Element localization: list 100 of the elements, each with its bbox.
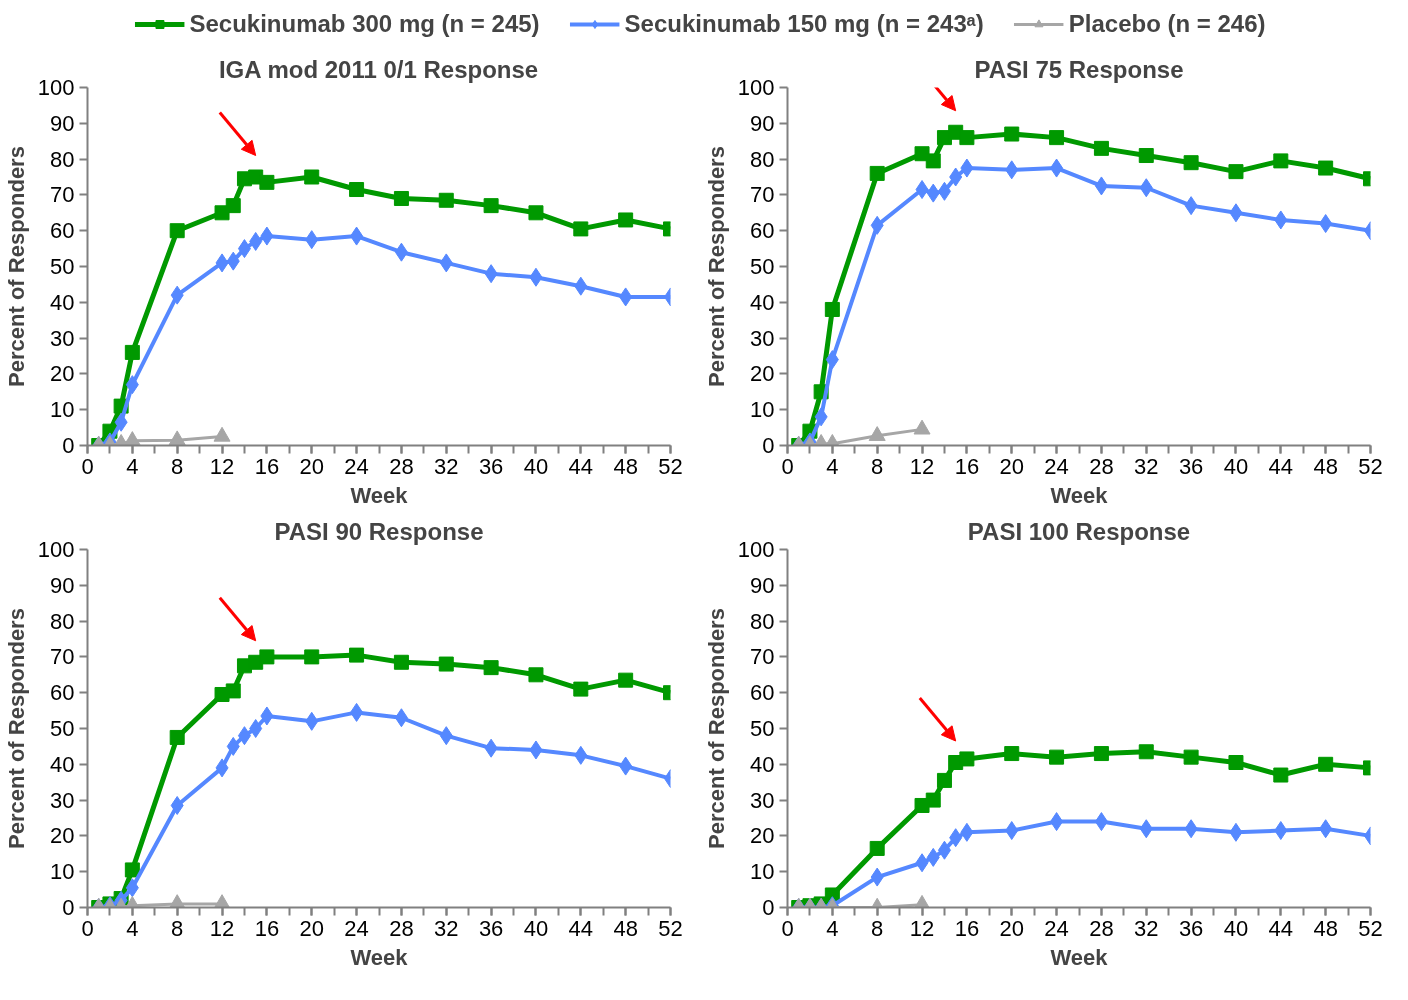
y-tick-label: 30 [50,787,75,813]
y-tick-label: 20 [750,823,775,849]
x-tick-label: 28 [1089,915,1114,941]
y-tick-label: 20 [50,361,75,387]
x-tick-label: 32 [1134,915,1159,941]
x-tick-label: 48 [1313,915,1338,941]
x-tick-label: 0 [781,915,794,941]
y-tick-label: 10 [50,397,75,423]
x-tick-label: 48 [1313,453,1338,479]
x-tick-label: 16 [254,915,280,941]
y-tick-label: 30 [50,325,75,351]
x-tick-label: 16 [254,453,280,479]
y-tick-label: 100 [37,537,75,562]
x-tick-label: 32 [1134,453,1159,479]
x-tick-label: 40 [1223,915,1249,941]
x-tick-label: 24 [344,453,369,479]
y-tick-label: 10 [750,397,775,423]
x-tick-label: 0 [781,453,794,479]
x-tick-label: 44 [1268,453,1294,479]
x-tick-label: 8 [171,915,184,941]
x-tick-label: 4 [826,915,839,941]
x-tick-label: 28 [389,915,414,941]
y-tick-label: 80 [750,608,775,634]
y-tick-label: 40 [750,289,775,315]
y-tick-label: 10 [750,859,775,885]
x-tick-label: 0 [81,453,94,479]
x-tick-label: 36 [478,915,504,941]
y-tick-label: 10 [50,859,75,885]
x-tick-label: 20 [299,915,324,941]
x-tick-label: 8 [871,915,884,941]
x-tick-label: 52 [1358,453,1383,479]
y-tick-label: 20 [750,361,775,387]
y-tick-label: 0 [762,895,775,920]
x-tick-label: 12 [909,453,935,479]
y-tick-label: 70 [750,644,775,670]
y-tick-label: 70 [50,182,75,208]
legend-label: Placebo (n = 246) [1068,10,1266,38]
y-tick-label: 40 [750,751,775,777]
chart-title: PASI 100 Response [967,517,1191,545]
x-tick-label: 52 [658,915,683,941]
x-tick-label: 36 [478,453,504,479]
y-tick-label: 60 [750,218,775,244]
y-tick-label: 70 [50,644,75,670]
y-tick-label: 90 [750,110,775,136]
y-tick-label: 80 [750,146,775,172]
y-tick-label: 50 [50,254,75,279]
x-tick-label: 52 [1358,915,1383,941]
y-tick-label: 50 [750,716,775,741]
x-tick-label: 0 [81,915,94,941]
legend-label: Secukinumab 300 mg (n = 245) [189,10,540,38]
y-tick-label: 100 [737,537,775,562]
x-axis-title: Week [350,482,409,508]
y-tick-label: 60 [50,680,75,706]
x-tick-label: 4 [826,453,839,479]
y-tick-label: 80 [50,146,75,172]
x-tick-label: 12 [909,915,935,941]
x-tick-label: 4 [126,453,139,479]
y-tick-label: 100 [37,75,75,100]
x-axis-title: Week [1050,944,1109,970]
x-tick-label: 48 [613,453,638,479]
legend-label: Secukinumab 150 mg (n = 243ᵃ) [624,10,984,38]
x-tick-label: 20 [999,915,1024,941]
x-tick-label: 8 [871,453,884,479]
y-tick-label: 30 [750,325,775,351]
y-tick-label: 60 [50,218,75,244]
y-axis-title: Percent of Responders [3,608,29,849]
y-tick-label: 80 [50,608,75,634]
x-tick-label: 44 [568,915,594,941]
y-tick-label: 50 [750,254,775,279]
x-tick-label: 28 [1089,453,1114,479]
x-tick-label: 8 [171,453,184,479]
x-tick-label: 20 [999,453,1024,479]
x-axis-title: Week [350,944,409,970]
x-tick-label: 12 [209,453,235,479]
x-tick-label: 48 [613,915,638,941]
x-tick-label: 40 [1223,453,1249,479]
x-tick-label: 40 [523,453,549,479]
y-tick-label: 100 [737,75,775,100]
x-tick-label: 24 [344,915,369,941]
x-tick-label: 16 [954,915,980,941]
y-tick-label: 70 [750,182,775,208]
y-tick-label: 30 [750,787,775,813]
x-tick-label: 12 [209,915,235,941]
x-tick-label: 36 [1178,915,1204,941]
x-tick-label: 44 [568,453,594,479]
y-axis-title: Percent of Responders [703,146,729,387]
y-tick-label: 0 [62,433,75,458]
x-tick-label: 28 [389,453,414,479]
x-tick-label: 40 [523,915,549,941]
y-tick-label: 60 [750,680,775,706]
y-tick-label: 90 [750,572,775,598]
y-axis-title: Percent of Responders [3,146,29,387]
chart-title: PASI 75 Response [974,55,1184,83]
y-tick-label: 20 [50,823,75,849]
x-tick-label: 24 [1044,915,1069,941]
y-tick-label: 0 [762,433,775,458]
y-tick-label: 90 [50,572,75,598]
y-tick-label: 0 [62,895,75,920]
chart-title: IGA mod 2011 0/1 Response [218,55,539,83]
y-axis-title: Percent of Responders [703,608,729,849]
